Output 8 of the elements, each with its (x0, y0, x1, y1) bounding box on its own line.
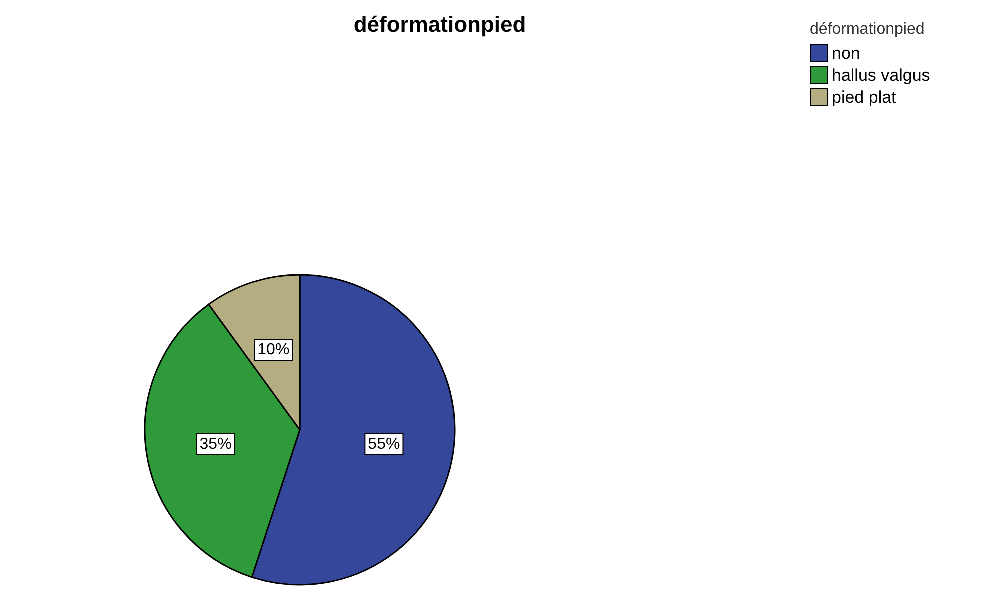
legend-label: hallus valgus (832, 66, 930, 85)
legend-label: non (832, 44, 860, 63)
legend-title: déformationpied (810, 21, 925, 38)
legend-label: pied plat (832, 88, 897, 107)
chart-title: déformationpied (354, 12, 526, 37)
data-label: 55% (368, 436, 400, 453)
data-label: 10% (258, 342, 290, 359)
data-label: 35% (200, 436, 232, 453)
